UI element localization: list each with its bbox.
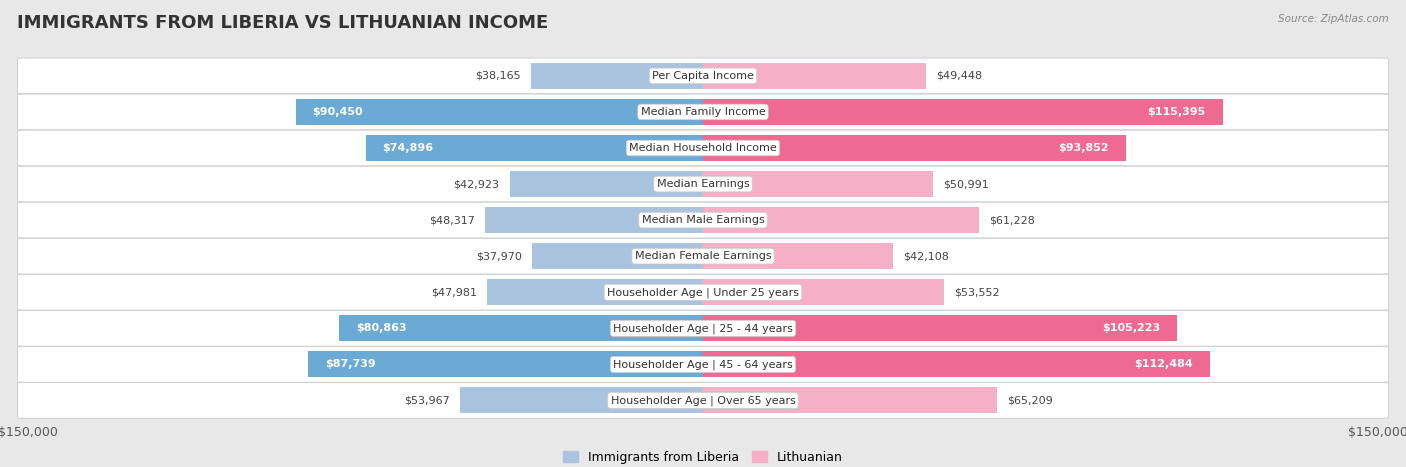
Bar [366, 135, 703, 161]
Bar [703, 243, 893, 269]
Bar [703, 171, 932, 197]
Text: $47,981: $47,981 [430, 287, 477, 297]
Text: Householder Age | 45 - 64 years: Householder Age | 45 - 64 years [613, 359, 793, 370]
Text: $61,228: $61,228 [988, 215, 1035, 225]
Text: $42,923: $42,923 [454, 179, 499, 189]
FancyBboxPatch shape [17, 238, 1389, 274]
Bar [703, 279, 945, 305]
Text: $65,209: $65,209 [1007, 396, 1053, 405]
Text: $112,484: $112,484 [1133, 360, 1192, 369]
Bar [486, 279, 703, 305]
Text: $93,852: $93,852 [1059, 143, 1109, 153]
FancyBboxPatch shape [17, 311, 1389, 346]
Text: $42,108: $42,108 [903, 251, 949, 261]
Text: Median Household Income: Median Household Income [628, 143, 778, 153]
FancyBboxPatch shape [17, 202, 1389, 238]
Bar [703, 207, 979, 233]
Legend: Immigrants from Liberia, Lithuanian: Immigrants from Liberia, Lithuanian [558, 446, 848, 467]
Text: $74,896: $74,896 [382, 143, 434, 153]
Text: $53,552: $53,552 [955, 287, 1000, 297]
Text: Householder Age | Under 25 years: Householder Age | Under 25 years [607, 287, 799, 297]
Text: Householder Age | Over 65 years: Householder Age | Over 65 years [610, 395, 796, 406]
Text: $105,223: $105,223 [1102, 323, 1160, 333]
Text: $37,970: $37,970 [477, 251, 522, 261]
Text: $38,165: $38,165 [475, 71, 522, 81]
Text: Per Capita Income: Per Capita Income [652, 71, 754, 81]
FancyBboxPatch shape [17, 382, 1389, 418]
Text: $80,863: $80,863 [356, 323, 406, 333]
Bar [308, 351, 703, 377]
Bar [295, 99, 703, 125]
Text: Median Earnings: Median Earnings [657, 179, 749, 189]
Text: Median Female Earnings: Median Female Earnings [634, 251, 772, 261]
Text: Householder Age | 25 - 44 years: Householder Age | 25 - 44 years [613, 323, 793, 333]
Text: Median Male Earnings: Median Male Earnings [641, 215, 765, 225]
Bar [703, 99, 1223, 125]
FancyBboxPatch shape [17, 275, 1389, 310]
FancyBboxPatch shape [17, 166, 1389, 202]
FancyBboxPatch shape [17, 347, 1389, 382]
Text: $50,991: $50,991 [943, 179, 988, 189]
Text: $90,450: $90,450 [312, 107, 363, 117]
Bar [531, 243, 703, 269]
Bar [703, 388, 997, 413]
Text: Source: ZipAtlas.com: Source: ZipAtlas.com [1278, 14, 1389, 24]
FancyBboxPatch shape [17, 130, 1389, 166]
Text: $53,967: $53,967 [404, 396, 450, 405]
Text: $87,739: $87,739 [325, 360, 375, 369]
Bar [460, 388, 703, 413]
Bar [531, 63, 703, 89]
Bar [485, 207, 703, 233]
FancyBboxPatch shape [17, 94, 1389, 130]
Text: Median Family Income: Median Family Income [641, 107, 765, 117]
Text: $49,448: $49,448 [936, 71, 981, 81]
Text: $115,395: $115,395 [1147, 107, 1206, 117]
Bar [703, 63, 925, 89]
FancyBboxPatch shape [17, 58, 1389, 94]
Bar [510, 171, 703, 197]
Bar [703, 315, 1177, 341]
Text: $48,317: $48,317 [429, 215, 475, 225]
Bar [703, 135, 1126, 161]
Bar [703, 351, 1209, 377]
Text: IMMIGRANTS FROM LIBERIA VS LITHUANIAN INCOME: IMMIGRANTS FROM LIBERIA VS LITHUANIAN IN… [17, 14, 548, 32]
Bar [339, 315, 703, 341]
